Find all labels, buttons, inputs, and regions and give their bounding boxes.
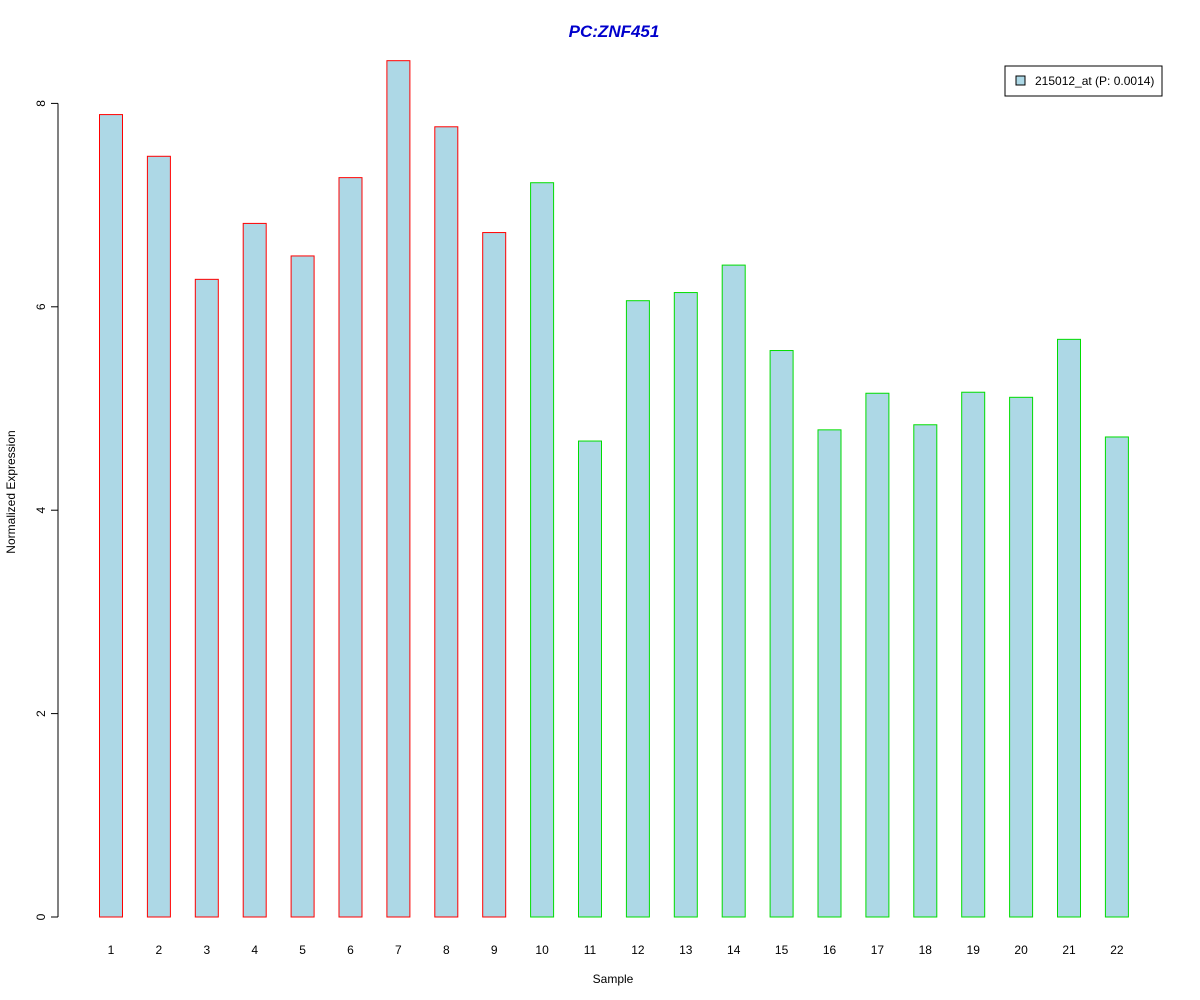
legend: 215012_at (P: 0.0014) [1004,65,1163,97]
x-tick-label: 20 [1014,943,1028,957]
bar-sample-15 [769,350,794,918]
bar-sample-14 [721,264,746,918]
y-tick-label: 8 [34,100,48,107]
legend-swatch [1015,75,1026,86]
x-tick-label: 22 [1110,943,1124,957]
legend-label: 215012_at (P: 0.0014) [1035,74,1154,88]
x-tick-label: 6 [347,943,354,957]
bar-sample-4 [242,222,267,918]
x-tick-labels: 1 2 3 4 5 6 7 8 9 10 11 12 13 14 15 16 17 18 19 20 21 22 [108,943,1124,957]
x-tick-label: 14 [727,943,741,957]
x-tick-label: 19 [967,943,981,957]
bar-sample-7 [386,60,411,918]
y-axis: 0 2 4 6 8 [34,100,59,920]
x-tick-label: 12 [631,943,645,957]
x-tick-label: 8 [443,943,450,957]
y-axis-label: Normalized Expression [4,430,18,553]
legend-box [1004,65,1163,97]
x-axis-label: Sample [593,972,634,986]
bar-sample-2 [146,155,171,918]
bar-sample-11 [578,440,602,918]
bar-sample-19 [961,391,986,918]
x-tick-label: 7 [395,943,402,957]
bar-sample-13 [673,292,698,918]
x-tick-label: 4 [251,943,258,957]
y-tick-label: 2 [34,710,48,717]
chart-title: PC:ZNF451 [569,22,660,41]
x-tick-label: 5 [299,943,306,957]
bar-sample-10 [530,182,555,918]
x-tick-label: 13 [679,943,693,957]
y-tick-label: 6 [34,303,48,310]
x-tick-label: 3 [203,943,210,957]
x-tick-label: 2 [156,943,163,957]
y-tick-label: 4 [34,507,48,514]
bar-sample-12 [625,300,650,918]
x-tick-label: 1 [108,943,115,957]
x-tick-label: 9 [491,943,498,957]
bar-sample-16 [817,429,842,918]
x-tick-label: 17 [871,943,885,957]
x-tick-label: 11 [584,943,597,957]
bar-sample-3 [194,278,219,918]
bar-sample-6 [338,177,363,918]
bar-sample-5 [290,255,315,918]
bar-sample-8 [434,126,459,918]
bar-sample-20 [1009,396,1034,918]
x-tick-label: 18 [919,943,933,957]
bars-group [99,60,1129,918]
bar-sample-1 [99,114,123,918]
bar-sample-9 [482,232,507,918]
bar-sample-21 [1057,338,1081,918]
bar-sample-22 [1104,436,1129,918]
x-tick-label: 10 [535,943,549,957]
x-tick-label: 16 [823,943,837,957]
x-tick-label: 15 [775,943,789,957]
bar-sample-17 [865,392,890,918]
x-tick-label: 21 [1062,943,1076,957]
bar-sample-18 [913,424,938,918]
y-tick-label: 0 [34,913,48,920]
